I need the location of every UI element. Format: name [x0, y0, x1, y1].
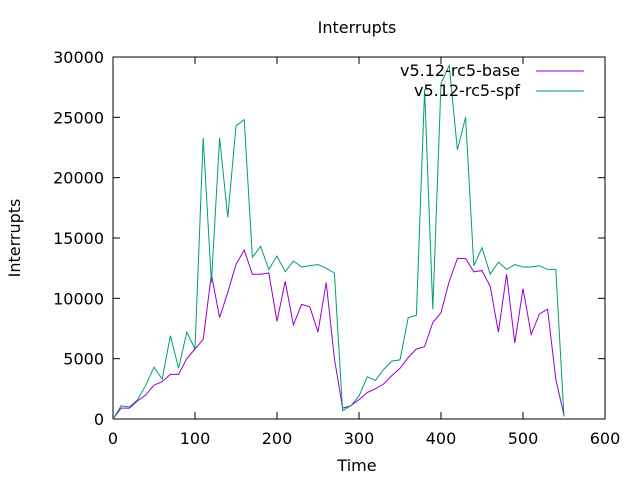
x-tick-label: 0: [108, 429, 118, 448]
y-tick-label: 15000: [53, 229, 104, 248]
y-tick-label: 5000: [63, 350, 104, 369]
y-tick-label: 20000: [53, 169, 104, 188]
x-tick-label: 300: [344, 429, 375, 448]
x-axis-label: Time: [336, 456, 376, 475]
x-tick-label: 400: [426, 429, 457, 448]
y-tick-label: 25000: [53, 108, 104, 127]
x-tick-label: 200: [262, 429, 293, 448]
y-axis-label: Interrupts: [5, 199, 24, 278]
legend-label-1: v5.12-rc5-base: [400, 61, 520, 80]
y-axis: 0 5000 10000 15000 20000 25000 30000: [53, 48, 605, 429]
y-tick-label: 0: [94, 410, 104, 429]
chart-title: Interrupts: [318, 18, 397, 37]
series-line-2: [112, 63, 565, 420]
series-line-1: [112, 248, 565, 420]
y-tick-label: 10000: [53, 289, 104, 308]
series-group: [112, 63, 565, 420]
y-tick-label: 30000: [53, 48, 104, 67]
legend-label-2: v5.12-rc5-spf: [414, 81, 520, 100]
x-tick-label: 600: [590, 429, 621, 448]
x-axis: 0 100 200 300 400 500 600: [108, 57, 620, 448]
x-tick-label: 500: [508, 429, 539, 448]
x-tick-label: 100: [180, 429, 211, 448]
